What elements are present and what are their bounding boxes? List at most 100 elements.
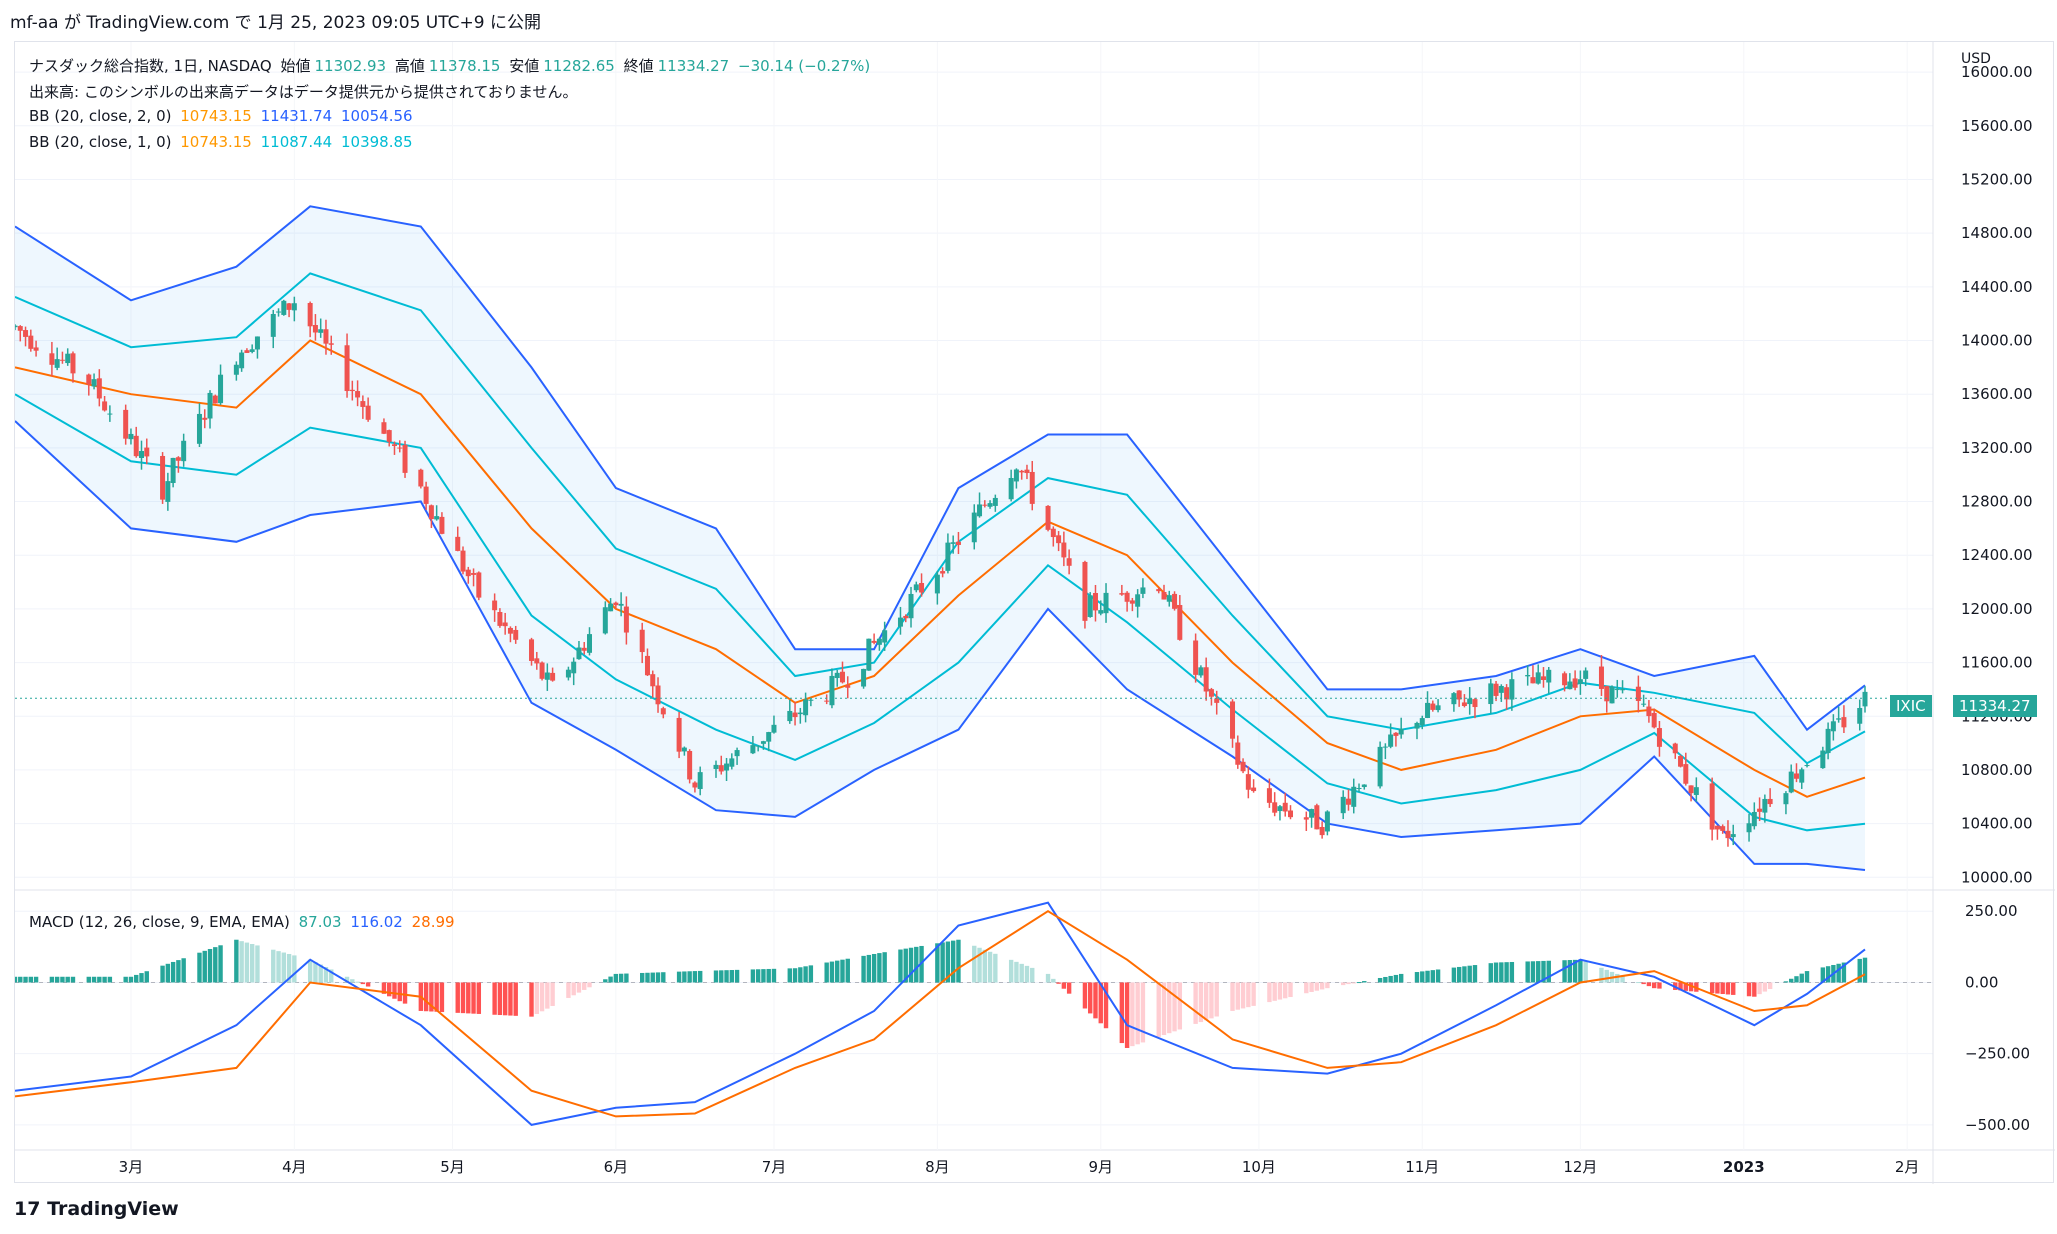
macd-hist-value: 87.03 [298,913,342,931]
macd-hist-bar [1825,966,1831,983]
macd-hist-bar [1789,978,1794,983]
chart-frame[interactable]: 16000.00 15600.00 15200.00 14800.00 14400.00… [14,41,2055,1184]
macd-hist-bar [713,970,719,983]
candle-body [1377,746,1383,787]
bb2-legend[interactable]: BB (20, close, 2, 0) 10743.15 11431.74 1… [29,107,417,125]
high-value: 11378.15 [428,57,501,75]
macd-hist-bar [455,982,460,1013]
macd-hist-bar [1746,982,1752,997]
macd-hist-bar [1731,982,1736,995]
candle-body [845,685,851,688]
candle-body [1672,743,1678,754]
candle-body [940,571,946,574]
candle-body [1193,640,1199,675]
macd-hist-bar [1546,960,1551,983]
macd-hist-bar [1688,982,1694,992]
candle-body [1857,707,1863,724]
candle-body [1314,805,1320,830]
macd-hist-bar [1398,973,1404,983]
candle-body [402,444,408,473]
macd-hist-bar [1425,970,1430,983]
tradingview-logo[interactable]: 17 TradingView [14,1198,179,1220]
candle-body [15,325,18,328]
bb1-upper-value: 11087.44 [260,133,333,151]
macd-hist-bar [1636,982,1641,984]
candle-body [1693,787,1699,795]
candle-body [639,629,645,653]
macd-hist-bar [645,972,650,983]
bb1-legend[interactable]: BB (20, close, 1, 0) 10743.15 11087.44 1… [29,133,417,151]
price-tick-label: 12800.00 [1961,493,2033,511]
macd-hist-bar [1572,959,1578,983]
candle-body [1324,811,1330,832]
macd-hist-bar [1051,978,1056,983]
price-tick-label: 16000.00 [1961,63,2033,81]
macd-hist-bar [608,976,613,983]
candle-body [1061,542,1067,558]
candle-body [344,345,350,392]
bb1-label: BB (20, close, 1, 0) [29,133,172,151]
close-value: 11334.27 [657,57,730,75]
macd-hist-bar [761,969,766,983]
macd-hist-bar [1124,982,1130,1048]
macd-hist-bar [1341,982,1346,986]
candle-body [1820,750,1826,769]
candle-body [54,359,60,368]
macd-hist-bar [787,968,792,983]
macd-hist-bar [1536,961,1541,983]
macd-hist-bar [292,955,297,983]
macd-hist-bar [70,976,76,983]
macd-hist-bar [1499,962,1504,983]
candle-body [692,782,698,788]
macd-hist-bar [750,969,756,983]
bb-lower-outer-line [15,420,1866,871]
macd-hist-bar [97,976,102,983]
price-tick-label: 13200.00 [1961,439,2033,457]
chart-svg[interactable]: 16000.00 15600.00 15200.00 14800.00 14400.00… [15,42,2055,1184]
candle-body [181,440,187,462]
candle-body [86,374,92,385]
macd-hist-bar [1757,982,1762,995]
macd-hist-bar [1525,961,1530,983]
candle-body [919,583,925,593]
macd-hist-bar [271,949,276,983]
macd-hist-bar [60,976,65,983]
macd-hist-bar [866,954,872,983]
candle-body [1714,825,1720,830]
candle-body [992,497,998,506]
macd-hist-bar [218,945,223,983]
macd-hist-bar [492,982,497,1015]
candle-body [196,413,202,444]
candle-body [128,433,134,440]
symbol-label[interactable]: ナスダック総合指数, 1日, NASDAQ [29,57,272,75]
candle-body [17,326,23,331]
macd-legend[interactable]: MACD (12, 26, close, 9, EMA, EMA) 87.03 … [29,913,459,931]
macd-hist-bar [1467,965,1472,983]
macd-hist-bar [1651,982,1657,989]
macd-hist-bar [1393,974,1399,983]
candle-body [428,505,434,520]
macd-hist-bar [15,976,18,983]
bb2-label: BB (20, close, 2, 0) [29,107,172,125]
candle-body [1583,670,1589,679]
candle-body [318,329,324,333]
candle-body [623,606,629,633]
candle-body [729,758,735,767]
macd-hist-bar [276,951,281,983]
macd-hist-bar [313,962,318,983]
candle-body [1203,667,1209,692]
candle-body [771,724,777,733]
macd-hist-bar [1193,982,1198,1024]
macd-hist-bar [1103,982,1109,1029]
macd-hist-bar [640,972,645,983]
macd-hist-bar [23,976,28,983]
candle-body [766,732,772,742]
macd-tick-label: −500.00 [1965,1116,2030,1134]
candle-body [897,617,903,627]
macd-hist-bar [987,951,993,983]
candle-body [571,661,577,674]
last-price-tag: 11334.27 [1953,695,2037,717]
macd-hist-bar [239,941,244,983]
candle-body [207,392,213,419]
candle-body [1013,469,1019,482]
